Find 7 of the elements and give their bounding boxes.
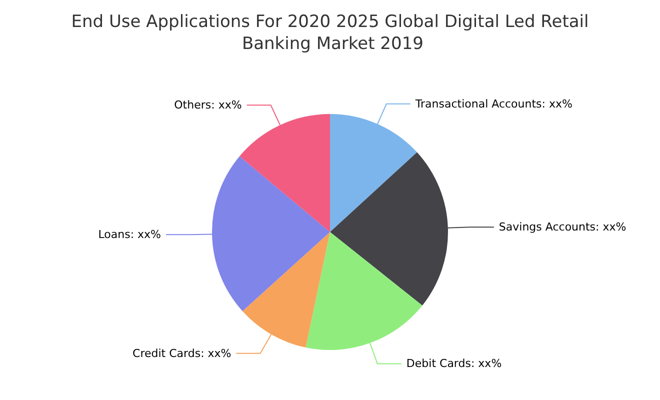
slice-label: Savings Accounts: xx% bbox=[498, 220, 626, 234]
slice-label: Debit Cards: xx% bbox=[406, 357, 502, 370]
slice-label: Transactional Accounts: xx% bbox=[414, 97, 572, 110]
slice-label: Credit Cards: xx% bbox=[132, 346, 232, 360]
chart-title: End Use Applications For 2020 2025 Global Digital Led Retail Banking Market 2019 bbox=[71, 12, 589, 54]
slice-label: Loans: xx% bbox=[98, 228, 162, 242]
slice-label: Others: xx% bbox=[174, 98, 242, 112]
